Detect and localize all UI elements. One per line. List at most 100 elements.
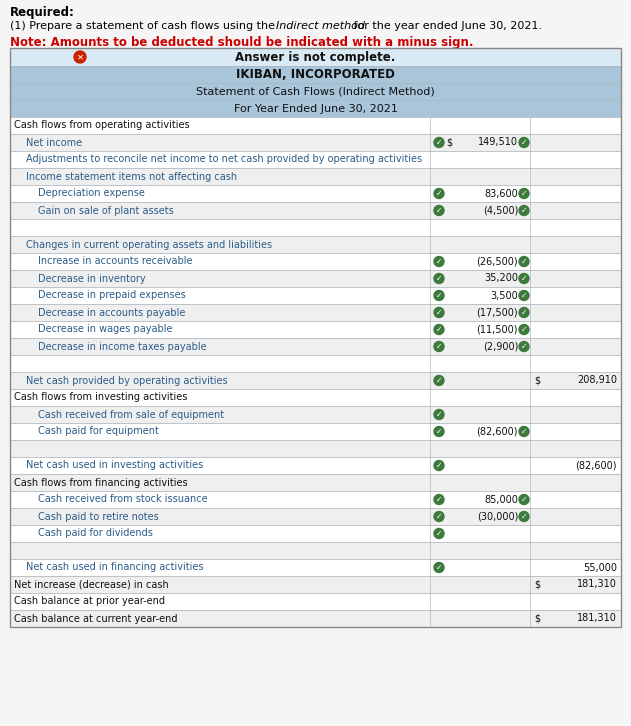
Bar	[10, 253, 621, 270]
Circle shape	[434, 563, 444, 573]
Text: Cash paid to retire notes: Cash paid to retire notes	[38, 512, 159, 521]
Text: ✓: ✓	[436, 138, 442, 147]
Text: $: $	[534, 375, 540, 386]
Text: ✓: ✓	[436, 495, 442, 504]
Circle shape	[434, 256, 444, 266]
Circle shape	[434, 494, 444, 505]
Text: ✓: ✓	[436, 529, 442, 538]
Text: 149,510: 149,510	[478, 137, 518, 147]
Bar	[10, 117, 621, 134]
Text: Cash paid for dividends: Cash paid for dividends	[38, 529, 153, 539]
Bar	[10, 100, 621, 117]
Text: (1) Prepare a statement of cash flows using the: (1) Prepare a statement of cash flows us…	[10, 21, 278, 31]
Text: ✓: ✓	[521, 138, 527, 147]
Text: Cash flows from financing activities: Cash flows from financing activities	[14, 478, 187, 487]
Circle shape	[434, 274, 444, 283]
Text: (17,500): (17,500)	[476, 308, 518, 317]
Text: ✓: ✓	[521, 308, 527, 317]
Text: ✓: ✓	[436, 410, 442, 419]
Text: 208,910: 208,910	[577, 375, 617, 386]
Text: Decrease in income taxes payable: Decrease in income taxes payable	[38, 341, 206, 351]
Text: ✓: ✓	[436, 427, 442, 436]
Bar	[10, 168, 621, 185]
Bar	[10, 525, 621, 542]
Text: Statement of Cash Flows (Indirect Method): Statement of Cash Flows (Indirect Method…	[196, 86, 435, 97]
Bar	[10, 593, 621, 610]
Bar	[10, 372, 621, 389]
Text: Net cash used in investing activities: Net cash used in investing activities	[26, 460, 203, 470]
Text: 181,310: 181,310	[577, 613, 617, 624]
Bar	[10, 389, 621, 406]
Circle shape	[519, 137, 529, 147]
Bar	[10, 355, 621, 372]
Bar	[10, 185, 621, 202]
Text: Income statement items not affecting cash: Income statement items not affecting cas…	[26, 171, 237, 182]
Bar	[10, 542, 621, 559]
Text: 35,200: 35,200	[484, 274, 518, 283]
Text: $: $	[446, 137, 452, 147]
Bar	[10, 219, 621, 236]
Circle shape	[519, 290, 529, 301]
Circle shape	[434, 290, 444, 301]
Text: ✓: ✓	[436, 376, 442, 385]
Text: Net income: Net income	[26, 137, 82, 147]
Circle shape	[434, 375, 444, 386]
Circle shape	[434, 460, 444, 470]
Text: $: $	[534, 613, 540, 624]
Bar	[10, 151, 621, 168]
Text: ✓: ✓	[436, 461, 442, 470]
Circle shape	[519, 494, 529, 505]
Text: Adjustments to reconcile net income to net cash provided by operating activities: Adjustments to reconcile net income to n…	[26, 155, 422, 165]
Bar	[10, 491, 621, 508]
Text: Decrease in accounts payable: Decrease in accounts payable	[38, 308, 186, 317]
Text: Cash flows from investing activities: Cash flows from investing activities	[14, 393, 187, 402]
Circle shape	[434, 426, 444, 436]
Text: Decrease in inventory: Decrease in inventory	[38, 274, 146, 283]
Bar	[10, 321, 621, 338]
Text: 55,000: 55,000	[583, 563, 617, 573]
Text: ✕: ✕	[76, 52, 83, 62]
Text: ✓: ✓	[436, 325, 442, 334]
Text: ✓: ✓	[521, 189, 527, 198]
Circle shape	[519, 426, 529, 436]
Circle shape	[519, 512, 529, 521]
Text: Decrease in wages payable: Decrease in wages payable	[38, 325, 172, 335]
Circle shape	[519, 274, 529, 283]
Text: Cash paid for equipment: Cash paid for equipment	[38, 426, 159, 436]
Text: 3,500: 3,500	[490, 290, 518, 301]
Circle shape	[434, 409, 444, 420]
Text: ✓: ✓	[436, 189, 442, 198]
Text: 181,310: 181,310	[577, 579, 617, 590]
Text: Cash flows from operating activities: Cash flows from operating activities	[14, 121, 190, 131]
Text: ✓: ✓	[521, 291, 527, 300]
Text: Net cash provided by operating activities: Net cash provided by operating activitie…	[26, 375, 228, 386]
Text: Answer is not complete.: Answer is not complete.	[235, 51, 396, 63]
Text: ✓: ✓	[521, 512, 527, 521]
Text: 83,600: 83,600	[484, 189, 518, 198]
Text: ✓: ✓	[521, 257, 527, 266]
Text: For Year Ended June 30, 2021: For Year Ended June 30, 2021	[233, 104, 398, 113]
Bar	[10, 270, 621, 287]
Circle shape	[519, 308, 529, 317]
Text: Decrease in prepaid expenses: Decrease in prepaid expenses	[38, 290, 186, 301]
Bar	[10, 610, 621, 627]
Text: ✓: ✓	[436, 563, 442, 572]
Text: (4,500): (4,500)	[483, 205, 518, 216]
Text: (11,500): (11,500)	[476, 325, 518, 335]
Text: ✓: ✓	[521, 342, 527, 351]
Text: Cash received from sale of equipment: Cash received from sale of equipment	[38, 409, 224, 420]
Text: Increase in accounts receivable: Increase in accounts receivable	[38, 256, 192, 266]
Text: Indirect method: Indirect method	[276, 21, 365, 31]
Text: 85,000: 85,000	[484, 494, 518, 505]
Text: Net cash used in financing activities: Net cash used in financing activities	[26, 563, 204, 573]
Text: ✓: ✓	[521, 495, 527, 504]
Circle shape	[519, 341, 529, 351]
Bar	[10, 457, 621, 474]
Text: (2,900): (2,900)	[483, 341, 518, 351]
Text: IKIBAN, INCORPORATED: IKIBAN, INCORPORATED	[236, 68, 395, 81]
Text: (82,600): (82,600)	[575, 460, 617, 470]
Text: (30,000): (30,000)	[476, 512, 518, 521]
Text: Net increase (decrease) in cash: Net increase (decrease) in cash	[14, 579, 168, 590]
Bar	[10, 559, 621, 576]
Bar	[10, 508, 621, 525]
